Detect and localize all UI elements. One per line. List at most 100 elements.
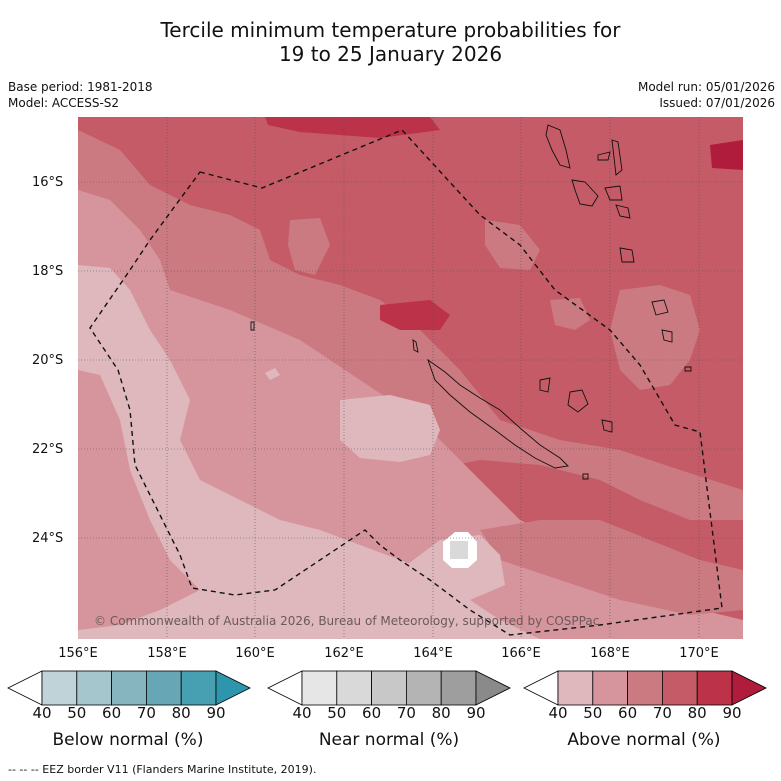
legend-near-low-extend [267, 670, 303, 706]
lon-tick-156e: 156°E [58, 646, 98, 661]
legend-above-swatch-1 [557, 670, 594, 706]
legend-below-tick-60: 60 [102, 704, 122, 722]
region-above-70-d [288, 218, 330, 275]
legend-above-swatch-3 [627, 670, 663, 706]
chesterfield [250, 321, 255, 331]
legend-near-title: Near normal (%) [318, 730, 460, 750]
near-normal-cell [450, 541, 468, 559]
legend-above-tick-70: 70 [652, 704, 672, 722]
vanuatu-3 [597, 151, 611, 161]
meta-left: Base period: 1981-2018 Model: ACCESS-S2 [8, 79, 153, 111]
legend-near-tick-60: 60 [362, 704, 382, 722]
hunter-island [661, 329, 673, 343]
legend-above-title: Above normal (%) [567, 730, 721, 750]
vanuatu-4 [611, 139, 623, 176]
region-above-50-b [340, 395, 440, 462]
legend-near-swatch-4 [405, 670, 442, 706]
region-above-70-b [480, 520, 743, 615]
region-above-70-c [610, 285, 700, 390]
matthew-island [651, 299, 669, 316]
legend-below-swatch-1 [41, 670, 78, 706]
meta-right: Model run: 05/01/2026 Issued: 07/01/2026 [638, 79, 775, 111]
legend-below-low-extend [7, 670, 43, 706]
region-above-50 [78, 265, 540, 639]
copyright-notice: © Commonwealth of Australia 2026, Bureau… [94, 614, 600, 628]
lon-tick-170e: 170°E [679, 646, 719, 661]
loyalty-island-2 [567, 389, 589, 413]
new-caledonia [427, 358, 569, 469]
model-run: Model run: 05/01/2026 [637, 80, 775, 94]
legend-near-swatch-5 [440, 670, 477, 706]
legend-below-tick-80: 80 [171, 704, 191, 722]
legend-above-tick-40: 40 [548, 704, 568, 722]
lon-tick-160e: 160°E [235, 646, 275, 661]
legend-near-high-extend [475, 670, 511, 706]
model-name: Model: ACCESS-S2 [8, 96, 120, 110]
legend-above-low-extend [523, 670, 559, 706]
lon-tick-166e: 166°E [501, 646, 541, 661]
small-isle-1 [684, 366, 692, 372]
eez-border [89, 129, 723, 636]
legend-below-swatch-3 [111, 670, 147, 706]
legend-below-swatch-5 [180, 670, 217, 706]
region-above-95 [710, 140, 743, 170]
lat-tick-18s: 18°S [32, 264, 64, 279]
vanuatu-1 [545, 124, 571, 169]
legend-below-tick-90: 90 [206, 704, 226, 722]
legend-below-high-extend [215, 670, 251, 706]
lat-tick-16s: 16°S [32, 175, 64, 190]
small-isle-3 [412, 339, 419, 353]
legend-above-swatch-2 [592, 670, 628, 706]
title-line-1: Tercile minimum temperature probabilitie… [160, 18, 621, 42]
legend-near-tick-40: 40 [292, 704, 312, 722]
region-above-70-e [485, 220, 540, 270]
region-above-70-f [550, 298, 590, 330]
small-isle-2 [582, 473, 589, 480]
legend-near-tick-80: 80 [431, 704, 451, 722]
lon-tick-158e: 158°E [147, 646, 187, 661]
legend-above-swatch-5 [696, 670, 733, 706]
chart-title: Tercile minimum temperature probabilitie… [0, 18, 781, 66]
legend-above-tick-50: 50 [583, 704, 603, 722]
vanuatu-5 [604, 185, 623, 201]
lat-tick-20s: 20°S [32, 353, 64, 368]
vanuatu-6 [615, 204, 631, 219]
legend-above-tick-80: 80 [687, 704, 707, 722]
base-period: Base period: 1981-2018 [8, 80, 153, 94]
legend-colorbars [7, 670, 767, 706]
legend-below-swatch-2 [76, 670, 113, 706]
title-line-2: 19 to 25 January 2026 [278, 42, 503, 66]
region-above-50-d [265, 368, 280, 380]
legend-near-tick-70: 70 [396, 704, 416, 722]
legend-above-tick-90: 90 [722, 704, 742, 722]
region-above-90-b [380, 300, 450, 330]
loyalty-island-1 [539, 377, 551, 393]
legend-near-tick-50: 50 [327, 704, 347, 722]
legend-near-tick-90: 90 [466, 704, 486, 722]
region-above-60-b [78, 370, 200, 630]
legend-above-tick-60: 60 [618, 704, 638, 722]
lon-tick-162e: 162°E [324, 646, 364, 661]
coastlines [250, 124, 692, 480]
vanuatu-2 [571, 179, 599, 207]
loyalty-island-3 [601, 419, 613, 433]
legend-below-swatch-4 [145, 670, 182, 706]
legend-above-high-extend [731, 670, 767, 706]
issued-date: Issued: 07/01/2026 [659, 96, 775, 110]
legend-above-swatch-4 [662, 670, 698, 706]
eez-footer-note: -- -- -- EEZ border V11 (Flanders Marine… [8, 763, 317, 776]
legend-below-title: Below normal (%) [52, 730, 204, 750]
legend-below-tick-70: 70 [136, 704, 156, 722]
lat-tick-24s: 24°S [32, 531, 64, 546]
graticule [78, 117, 743, 639]
lon-tick-168e: 168°E [590, 646, 630, 661]
legend-near-swatch-2 [336, 670, 372, 706]
lon-tick-164e: 164°E [413, 646, 453, 661]
legend-near-swatch-1 [301, 670, 338, 706]
lat-tick-22s: 22°S [32, 442, 64, 457]
map-fill-layer [78, 117, 743, 639]
legend-near-swatch-3 [371, 670, 407, 706]
vanuatu-7 [619, 247, 635, 263]
legend-below-tick-50: 50 [67, 704, 87, 722]
